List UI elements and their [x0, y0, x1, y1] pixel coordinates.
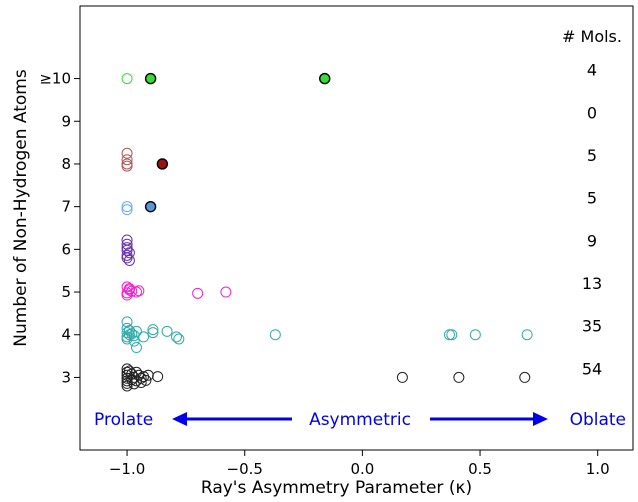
data-point — [128, 335, 140, 347]
y-tick-label: 5 — [61, 283, 71, 301]
y-tick-label: 8 — [61, 155, 71, 173]
data-point — [121, 201, 133, 213]
count-header: # Mols. — [562, 27, 622, 46]
data-point — [220, 286, 232, 298]
data-point — [519, 371, 531, 383]
arrow-left-head — [172, 412, 187, 426]
plot-frame — [79, 5, 634, 451]
data-point — [396, 371, 408, 383]
data-point — [135, 372, 147, 384]
annotation-asymmetric: Asymmetric — [309, 410, 411, 430]
data-point — [128, 378, 140, 390]
data-point — [170, 331, 182, 343]
x-tick-label: 0.0 — [350, 460, 374, 478]
molecule-count: 35 — [582, 317, 602, 336]
data-point — [121, 73, 133, 85]
data-point — [152, 371, 164, 383]
data-point — [121, 160, 133, 172]
data-point — [121, 244, 133, 256]
data-point — [123, 247, 135, 259]
molecule-count: 5 — [587, 146, 597, 165]
annotation-prolate: Prolate — [94, 410, 153, 430]
annotation-oblate: Oblate — [570, 410, 626, 430]
molecule-count: 5 — [587, 189, 597, 208]
y-tick-label: 4 — [61, 326, 71, 344]
highlight-point — [156, 158, 169, 170]
data-point — [453, 371, 465, 383]
data-point — [173, 333, 185, 345]
data-point — [147, 327, 159, 339]
data-point — [123, 254, 135, 266]
data-point — [130, 342, 142, 354]
data-point — [121, 252, 133, 264]
data-point — [443, 329, 455, 341]
molecule-count: 13 — [582, 274, 602, 293]
data-point — [123, 324, 135, 336]
data-point — [147, 324, 159, 336]
x-tick-label: 0.5 — [468, 460, 492, 478]
data-point — [269, 329, 281, 341]
y-tick-label: 7 — [61, 198, 71, 216]
data-point — [521, 329, 533, 341]
x-tick-label: 1.0 — [586, 460, 610, 478]
x-tick-label: −0.5 — [227, 460, 263, 478]
data-point — [469, 329, 481, 341]
molecule-count: 9 — [587, 231, 597, 250]
data-point — [121, 333, 133, 345]
data-point — [140, 374, 152, 386]
y-axis-label: Number of Non-Hydrogen Atoms — [11, 69, 31, 347]
data-point — [123, 283, 135, 295]
data-point — [128, 371, 140, 383]
highlight-point — [319, 72, 331, 85]
data-point — [192, 287, 204, 299]
data-point — [121, 238, 133, 250]
molecule-count: 54 — [582, 359, 602, 378]
data-point — [161, 325, 173, 337]
y-tick-label: 3 — [61, 368, 71, 386]
data-point — [133, 369, 145, 381]
y-tick-label: 6 — [61, 240, 71, 258]
data-point — [121, 147, 133, 159]
molecule-count: 4 — [587, 61, 597, 80]
y-tick-label: 9 — [61, 112, 71, 130]
data-point — [135, 377, 147, 389]
data-point — [121, 289, 133, 301]
data-point — [121, 249, 133, 261]
highlight-point — [144, 200, 157, 213]
data-point — [446, 329, 458, 341]
data-point — [121, 204, 133, 216]
molecule-count: 0 — [587, 103, 597, 122]
arrow-right-head — [533, 412, 548, 426]
x-tick-label: −1.0 — [109, 460, 145, 478]
highlight-point — [144, 72, 157, 85]
plot-area: −1.0 −0.5 0.0 0.5 1.0 3 4 5 6 7 8 9 ≥10 Ray's Asymmet… — [11, 5, 634, 498]
data-point — [138, 331, 150, 343]
data-point — [121, 154, 133, 166]
data-point — [121, 316, 133, 328]
data-point — [121, 158, 133, 170]
x-axis-label: Ray's Asymmetry Parameter (κ) — [201, 478, 472, 498]
y-tick-label: ≥10 — [39, 70, 71, 88]
